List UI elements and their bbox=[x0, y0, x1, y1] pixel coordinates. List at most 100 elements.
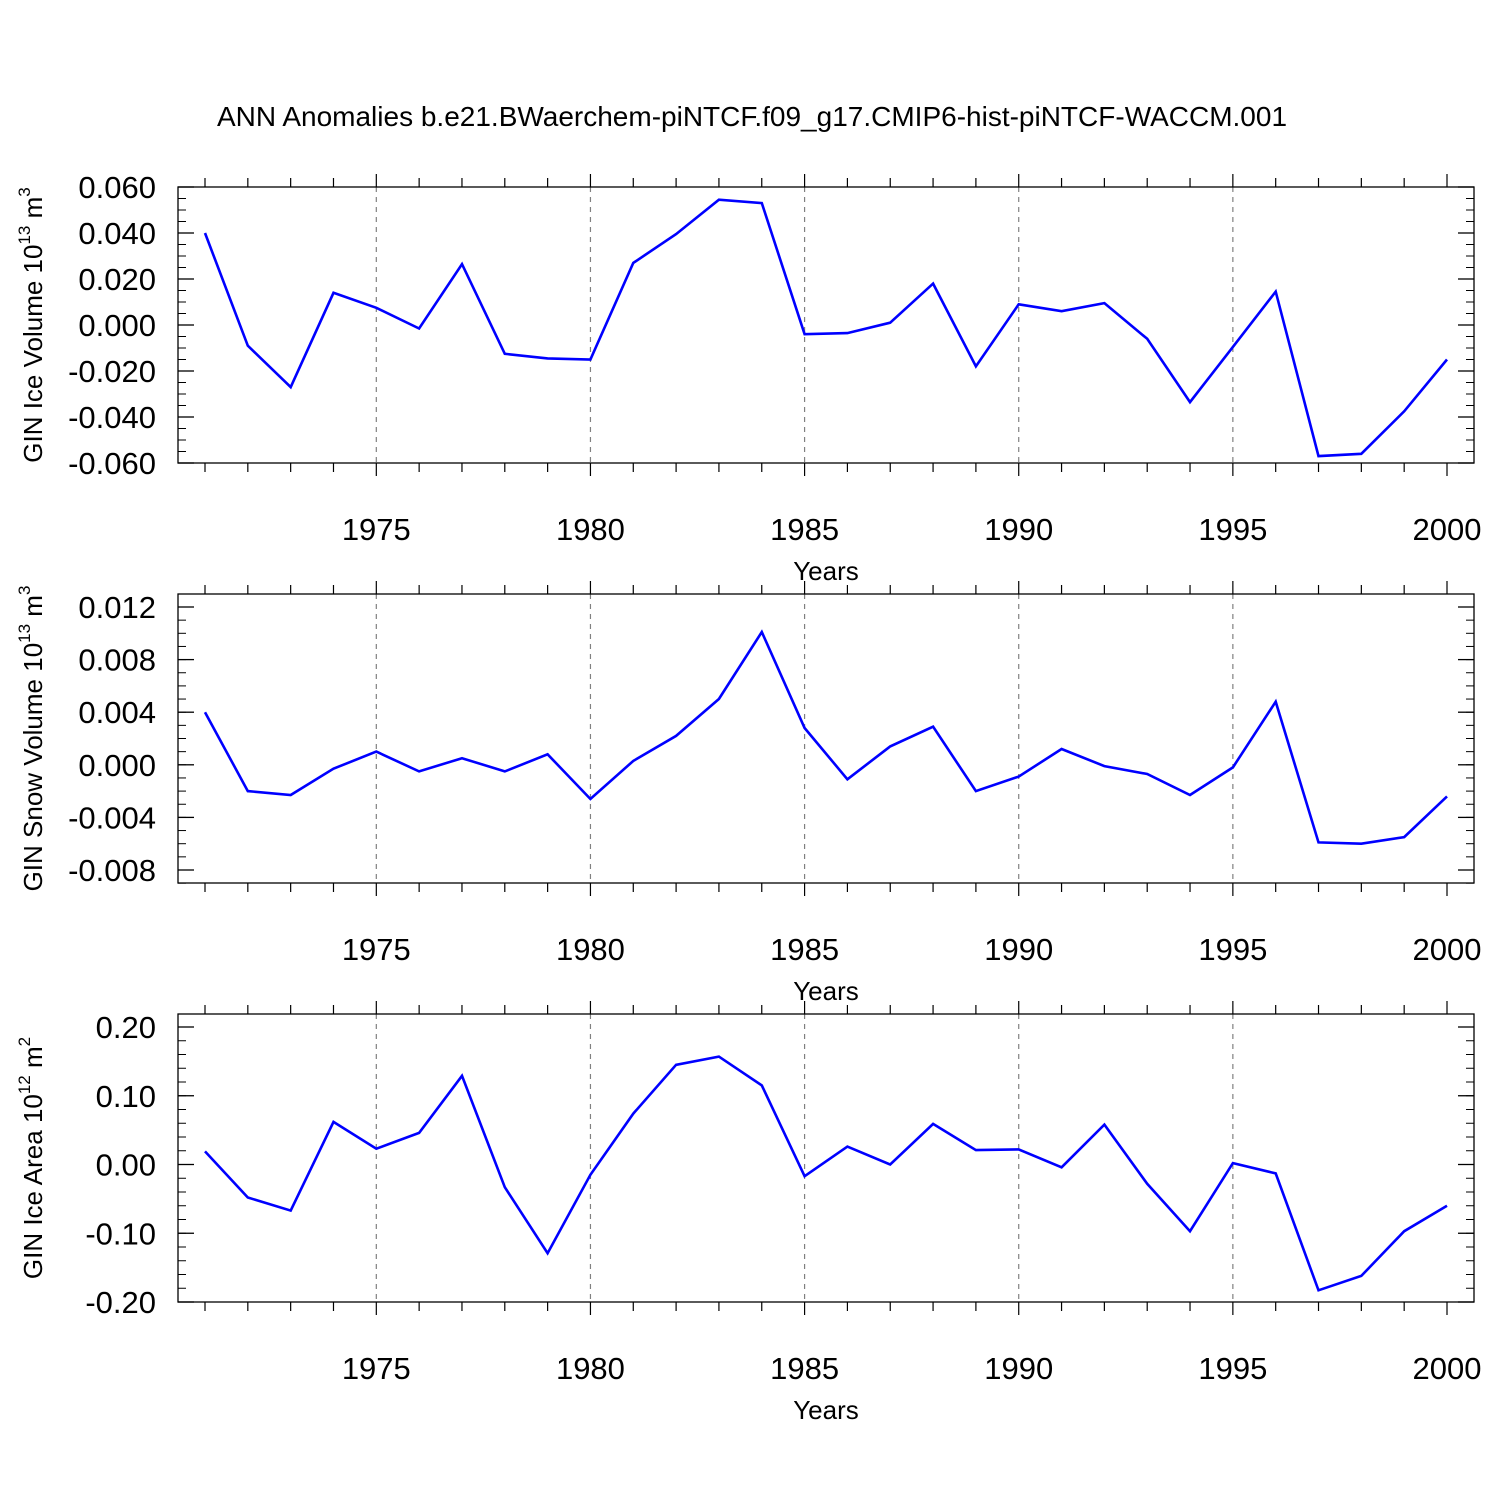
series-line bbox=[203, 629, 1448, 846]
data-point bbox=[845, 1145, 849, 1149]
data-point bbox=[1017, 775, 1021, 779]
data-point bbox=[588, 1173, 592, 1177]
y-tick-label: 0.00 bbox=[96, 1148, 156, 1183]
data-point bbox=[931, 1122, 935, 1126]
y-tick-label: 0.10 bbox=[96, 1079, 156, 1114]
x-tick-label: 2000 bbox=[1413, 512, 1482, 547]
data-point bbox=[1359, 1274, 1363, 1278]
data-point bbox=[246, 344, 250, 348]
data-point bbox=[888, 321, 892, 325]
data-point bbox=[374, 750, 378, 754]
x-axis-label: Years bbox=[793, 556, 859, 586]
y-axis-label: GIN Ice Area 1012 m2 bbox=[15, 1037, 48, 1279]
panel-2: -0.008 -0.004 0.000 0.004 0.008 0.012 1975 1980… bbox=[15, 581, 1481, 1006]
data-point bbox=[374, 306, 378, 310]
data-point bbox=[1402, 835, 1406, 839]
data-point bbox=[931, 725, 935, 729]
data-point bbox=[803, 726, 807, 730]
data-point bbox=[546, 1251, 550, 1255]
data-point bbox=[674, 1063, 678, 1067]
plot-frame bbox=[177, 186, 1475, 464]
x-tick-label: 1990 bbox=[984, 512, 1053, 547]
series-line bbox=[203, 198, 1449, 458]
x-tick-label: 1985 bbox=[770, 512, 839, 547]
y-tick-label: 0.20 bbox=[96, 1010, 156, 1045]
data-point bbox=[1102, 764, 1106, 768]
x-tick-label: 1975 bbox=[342, 1351, 411, 1386]
data-point bbox=[203, 1149, 207, 1153]
data-point bbox=[1017, 302, 1021, 306]
data-point bbox=[974, 1148, 978, 1152]
panel-3: -0.20 -0.10 0.00 0.10 0.20 1975 1980 1985 1990 19… bbox=[15, 1001, 1481, 1425]
data-point bbox=[374, 1147, 378, 1151]
y-tick-label: -0.060 bbox=[68, 446, 156, 481]
data-point bbox=[460, 1074, 464, 1078]
data-point bbox=[331, 767, 335, 771]
data-point bbox=[203, 710, 207, 714]
data-point bbox=[546, 752, 550, 756]
data-point bbox=[974, 789, 978, 793]
y-axis-label: GIN Snow Volume 1013 m3 bbox=[15, 586, 48, 892]
x-tick-label: 1980 bbox=[556, 512, 625, 547]
data-point bbox=[1231, 345, 1235, 349]
y-tick-label: 0.008 bbox=[78, 643, 156, 678]
data-point bbox=[1188, 400, 1192, 404]
data-point bbox=[631, 1112, 635, 1116]
y-tick-label: -0.10 bbox=[85, 1216, 156, 1251]
data-point bbox=[1017, 1147, 1021, 1151]
data-point bbox=[717, 697, 721, 701]
x-tick-label: 1980 bbox=[556, 1351, 625, 1386]
data-point bbox=[1145, 337, 1149, 341]
data-point bbox=[845, 777, 849, 781]
data-point bbox=[460, 262, 464, 266]
data-point bbox=[1102, 1123, 1106, 1127]
data-point bbox=[1445, 794, 1449, 798]
data-point bbox=[246, 1196, 250, 1200]
data-point bbox=[417, 326, 421, 330]
y-tick-label: 0.012 bbox=[78, 590, 156, 625]
data-point bbox=[1359, 842, 1363, 846]
data-point bbox=[503, 769, 507, 773]
data-point bbox=[417, 1131, 421, 1135]
data-point bbox=[717, 198, 721, 202]
y-tick-label: 0.000 bbox=[78, 308, 156, 343]
data-point bbox=[888, 1163, 892, 1167]
panel-1: -0.060 -0.040 -0.020 0.000 0.020 0.040 0.060 19… bbox=[15, 170, 1481, 586]
data-point bbox=[803, 1174, 807, 1178]
x-tick-label: 1995 bbox=[1198, 932, 1267, 967]
data-point bbox=[1317, 1288, 1321, 1292]
data-point bbox=[845, 331, 849, 335]
data-point bbox=[1317, 840, 1321, 844]
x-tick-label: 1980 bbox=[556, 932, 625, 967]
data-point bbox=[1274, 700, 1278, 704]
data-point bbox=[1188, 793, 1192, 797]
x-tick-label: 1990 bbox=[984, 1351, 1053, 1386]
plot-frame bbox=[177, 1013, 1475, 1303]
data-point bbox=[1060, 747, 1064, 751]
data-point bbox=[289, 793, 293, 797]
data-point bbox=[331, 291, 335, 295]
data-point bbox=[246, 789, 250, 793]
y-tick-label: 0.000 bbox=[78, 748, 156, 783]
data-point bbox=[631, 759, 635, 763]
x-tick-label: 1995 bbox=[1198, 1351, 1267, 1386]
data-point bbox=[1231, 765, 1235, 769]
data-point bbox=[1060, 1165, 1064, 1169]
data-point bbox=[1402, 409, 1406, 413]
data-point bbox=[974, 364, 978, 368]
data-point bbox=[588, 797, 592, 801]
x-tick-label: 2000 bbox=[1413, 1351, 1482, 1386]
data-point bbox=[717, 1055, 721, 1059]
data-point bbox=[417, 769, 421, 773]
data-point bbox=[760, 630, 764, 634]
data-point bbox=[546, 356, 550, 360]
data-point bbox=[289, 385, 293, 389]
y-tick-label: 0.020 bbox=[78, 262, 156, 297]
y-axis-label: GIN Ice Volume 1013 m3 bbox=[15, 187, 48, 463]
x-axis-label: Years bbox=[793, 976, 859, 1006]
data-point bbox=[1359, 452, 1363, 456]
data-point bbox=[1274, 1171, 1278, 1175]
data-point bbox=[1102, 301, 1106, 305]
data-point bbox=[1445, 358, 1449, 362]
